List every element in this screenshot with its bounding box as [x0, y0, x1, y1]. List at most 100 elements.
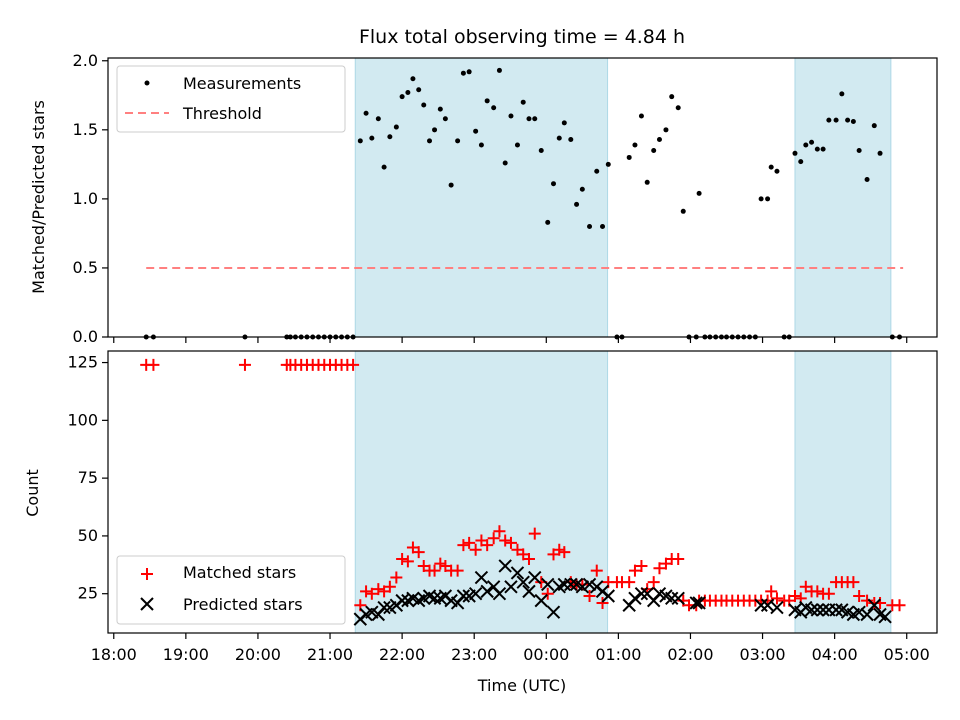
measurement-point-18	[369, 135, 375, 141]
matched-star-point-21	[383, 580, 396, 593]
predicted-star-point-42	[601, 589, 615, 603]
legend-predicted-label: Predicted stars	[183, 595, 303, 614]
measurement-point-55	[587, 224, 593, 230]
bottom-ytick-label-2: 75	[78, 468, 98, 487]
matched-star-point-90	[788, 590, 801, 603]
measurement-point-27	[421, 102, 427, 108]
measurement-point-42	[508, 113, 514, 119]
matched-star-points	[140, 358, 906, 612]
bottom-ytick-label-0: 25	[78, 584, 98, 603]
predicted-star-point-21	[474, 570, 489, 585]
measurement-point-26	[416, 87, 422, 93]
measurement-point-65	[651, 148, 657, 154]
measurement-point-54	[579, 186, 585, 192]
predicted-star-point-27	[510, 566, 525, 580]
measurement-point-20	[381, 164, 387, 170]
predicted-star-point-53	[692, 596, 706, 610]
measurement-point-47	[538, 148, 544, 154]
matched-star-point-100	[847, 576, 860, 589]
bottom-y-ticks: 25 50 75 100 125	[67, 353, 108, 603]
matched-star-point-19	[372, 583, 385, 596]
matched-star-point-86	[765, 585, 778, 598]
measurement-point-56	[594, 168, 600, 174]
top-legend-box	[116, 65, 346, 133]
measurement-point-92	[803, 142, 809, 148]
matched-star-point-26	[412, 546, 425, 559]
top-ytick-label-3: 1.5	[73, 120, 98, 139]
x-tick-label-9: 03:00	[739, 645, 785, 664]
predicted-star-point-18	[456, 589, 471, 603]
top-shaded-regions	[354, 57, 892, 338]
predicted-star-point-25	[498, 559, 512, 573]
predicted-star-point-68	[852, 605, 866, 619]
measurement-point-52	[568, 136, 574, 142]
measurement-point-46	[532, 116, 538, 122]
predicted-star-point-39	[582, 577, 597, 592]
matched-star-point-63	[635, 559, 648, 572]
matched-star-point-23	[396, 553, 409, 566]
predicted-star-point-28	[516, 575, 530, 589]
measurement-point-23	[399, 94, 405, 100]
predicted-star-point-36	[564, 577, 578, 592]
top-y-axis-label: Matched/Predicted stars	[29, 100, 48, 294]
legend-predicted-marker	[140, 597, 154, 611]
matched-star-point-87	[770, 592, 783, 605]
measurement-point-30	[437, 106, 443, 112]
predicted-star-point-26	[504, 580, 518, 594]
predicted-star-point-72	[878, 610, 892, 624]
shaded-region-top-2	[794, 57, 892, 338]
matched-star-point-65	[647, 576, 660, 589]
measurement-point-53	[574, 201, 580, 207]
matched-star-point-45	[522, 553, 535, 566]
measurement-point-48	[545, 219, 551, 225]
measurement-point-25	[410, 76, 416, 82]
measurement-point-24	[405, 90, 411, 96]
measurement-point-49	[550, 181, 556, 187]
predicted-star-point-24	[492, 586, 507, 601]
measurement-point-62	[632, 142, 638, 148]
matched-star-point-30	[434, 557, 447, 570]
matched-star-point-96	[822, 587, 835, 600]
measurement-point-87	[774, 168, 780, 174]
predicted-star-point-13	[427, 591, 442, 606]
measurement-point-17	[363, 110, 369, 116]
matched-star-point-56	[590, 564, 603, 577]
measurement-point-103	[871, 123, 877, 129]
measurement-point-51	[561, 120, 567, 126]
measurement-point-29	[432, 127, 438, 133]
bottom-ytick-label-4: 125	[67, 353, 98, 372]
x-tick-label-7: 01:00	[595, 645, 641, 664]
top-ytick-label-4: 2.0	[73, 51, 98, 70]
matched-star-point-38	[481, 539, 494, 552]
measurement-point-85	[765, 196, 771, 202]
measurement-point-101	[856, 148, 862, 154]
measurement-point-57	[600, 224, 606, 230]
predicted-star-point-50	[665, 591, 679, 606]
top-ytick-label-0: 0.0	[73, 327, 98, 346]
matched-star-point-48	[541, 587, 554, 600]
predicted-star-points	[353, 559, 892, 626]
x-tick-label-5: 23:00	[451, 645, 497, 664]
predicted-star-point-31	[534, 593, 548, 608]
measurement-point-68	[669, 94, 675, 100]
measurement-point-31	[442, 116, 448, 122]
x-tick-label-3: 21:00	[307, 645, 353, 664]
matched-star-point-101	[853, 590, 866, 603]
measurement-point-97	[833, 117, 839, 123]
bottom-x-ticks: 18:00 19:00 20:00 21:00 22:00 23:00 00:00 01:00…	[91, 633, 930, 664]
measurement-point-40	[496, 67, 502, 73]
bottom-y-axis-label: Count	[23, 469, 42, 517]
predicted-star-point-45	[634, 586, 649, 601]
measurement-point-50	[556, 135, 562, 141]
top-ytick-label-2: 1.0	[73, 189, 98, 208]
matched-star-point-57	[596, 596, 609, 609]
measurement-point-100	[850, 119, 856, 125]
predicted-star-point-29	[522, 584, 536, 599]
matched-star-point-17	[360, 585, 373, 598]
measurement-point-37	[478, 142, 484, 148]
matched-star-point-54	[576, 578, 589, 591]
measurement-point-64	[644, 179, 650, 185]
x-tick-label-2: 20:00	[235, 645, 281, 664]
matched-star-point-42	[504, 536, 517, 549]
matched-star-point-22	[390, 571, 403, 584]
